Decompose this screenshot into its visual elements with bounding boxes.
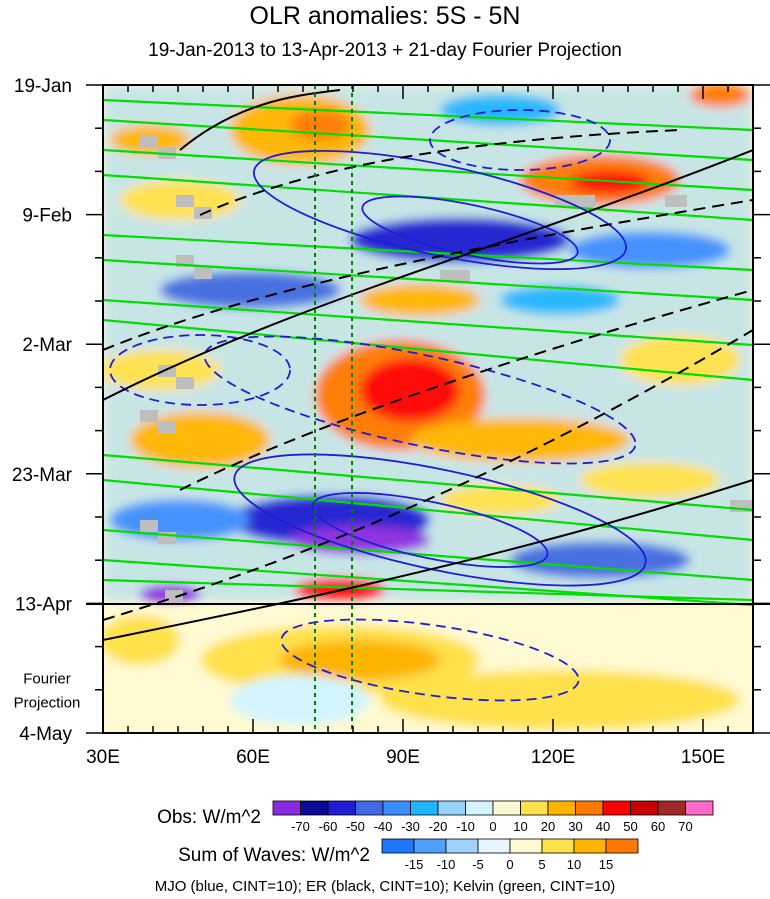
- waves-colorbar-swatch: [413, 838, 447, 854]
- obs-colorbar-swatch: [575, 800, 604, 816]
- x-tick-label: 120E: [531, 747, 575, 768]
- projection-label: Projection: [14, 694, 81, 711]
- waves-colorbar-swatch: [605, 838, 639, 854]
- obs-colorbar-level: -50: [346, 819, 365, 834]
- obs-colorbar-swatch: [382, 800, 411, 816]
- obs-colorbar-swatch: [602, 800, 631, 816]
- obs-colorbar-level: 40: [596, 819, 610, 834]
- waves-colorbar-level: 15: [599, 857, 613, 872]
- waves-colorbar-swatch: [477, 838, 511, 854]
- obs-colorbar-level: 50: [623, 819, 637, 834]
- obs-colorbar-level: -40: [374, 819, 393, 834]
- obs-colorbar-level: 30: [568, 819, 582, 834]
- obs-colorbar-level: -20: [429, 819, 448, 834]
- obs-colorbar-level: -10: [456, 819, 475, 834]
- x-tick-label: 150E: [681, 747, 725, 768]
- obs-colorbar-level: 20: [541, 819, 555, 834]
- y-tick-label: 2-Mar: [22, 335, 72, 356]
- waves-colorbar-swatch: [509, 838, 543, 854]
- anomaly-field: [103, 85, 753, 733]
- obs-colorbar-swatch: [685, 800, 714, 816]
- obs-colorbar-label: Obs: W/m^2: [157, 807, 261, 828]
- obs-colorbar-level: 0: [489, 819, 496, 834]
- obs-colorbar-level: -60: [319, 819, 338, 834]
- waves-colorbar-level: -5: [472, 857, 484, 872]
- obs-colorbar-level: -30: [401, 819, 420, 834]
- obs-colorbar-swatch: [657, 800, 686, 816]
- obs-colorbar-level: 70: [678, 819, 692, 834]
- waves-colorbar-swatch: [573, 838, 607, 854]
- x-tick-label: 90E: [386, 747, 420, 768]
- y-tick-label: 23-Mar: [12, 465, 73, 486]
- projection-label: Fourier: [23, 670, 71, 687]
- y-tick-label: 4-May: [19, 724, 72, 745]
- obs-colorbar-swatch: [465, 800, 494, 816]
- obs-colorbar-swatch: [272, 800, 301, 816]
- obs-colorbar-swatch: [492, 800, 521, 816]
- missing-data-blocks: [140, 135, 752, 602]
- obs-colorbar-swatch: [437, 800, 466, 816]
- waves-colorbar-swatch: [541, 838, 575, 854]
- obs-colorbar-level: 60: [651, 819, 665, 834]
- waves-colorbar-level: -10: [437, 857, 456, 872]
- waves-colorbar-level: -15: [405, 857, 424, 872]
- x-tick-label: 60E: [236, 747, 270, 768]
- obs-colorbar-level: 10: [513, 819, 527, 834]
- kelvin-contours: [103, 98, 753, 607]
- waves-colorbar-swatch: [445, 838, 479, 854]
- obs-colorbar-level: -70: [291, 819, 310, 834]
- obs-colorbar-swatch: [547, 800, 576, 816]
- obs-colorbar-swatch: [355, 800, 384, 816]
- colorbars: -70 -60 -50 -40 -30 -20 -10 0 10 20 30 40 50 60 70Obs:…: [157, 800, 714, 872]
- waves-colorbar-level: 5: [538, 857, 545, 872]
- x-tick-label: 30E: [86, 747, 120, 768]
- waves-colorbar-swatch: [381, 838, 415, 854]
- obs-colorbar-swatch: [327, 800, 356, 816]
- er-contours: [103, 89, 753, 641]
- obs-colorbar-swatch: [300, 800, 329, 816]
- obs-colorbar-swatch: [630, 800, 659, 816]
- waves-colorbar-level: 10: [567, 857, 581, 872]
- obs-colorbar-swatch: [520, 800, 549, 816]
- chart-title: OLR anomalies: 5S - 5N: [249, 2, 521, 30]
- footnote: MJO (blue, CINT=10); ER (black, CINT=10)…: [154, 878, 616, 895]
- chart-subtitle: 19-Jan-2013 to 13-Apr-2013 + 21-day Four…: [148, 40, 622, 61]
- y-tick-label: 13-Apr: [15, 594, 73, 615]
- waves-colorbar-level: 0: [506, 857, 513, 872]
- y-tick-label: 19-Jan: [14, 76, 72, 97]
- axes: 30E 60E 90E 120E 150E 19-Jan 9-Feb 2-Mar 23-Mar 1…: [12, 76, 770, 768]
- waves-colorbar-label: Sum of Waves: W/m^2: [178, 845, 370, 866]
- y-tick-label: 9-Feb: [22, 206, 72, 227]
- obs-colorbar-swatch: [410, 800, 439, 816]
